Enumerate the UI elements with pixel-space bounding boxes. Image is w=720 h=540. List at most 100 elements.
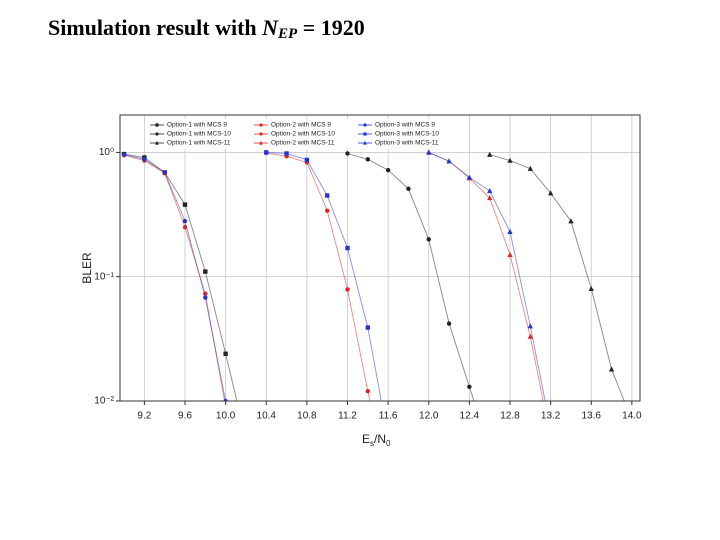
- marker: [548, 436, 553, 441]
- series-line: [489, 154, 625, 401]
- title-part: = 1920: [297, 15, 365, 40]
- marker: [259, 140, 263, 145]
- marker: [363, 132, 367, 136]
- marker: [121, 152, 127, 157]
- legend: Option-1 with MCS 9 Option-2 with MCS 9 Op…: [148, 119, 463, 149]
- legend-label: Option-2 with MCS-11: [271, 140, 335, 147]
- marker: [365, 157, 371, 162]
- marker: [162, 170, 167, 175]
- x-label-part: E: [362, 432, 370, 446]
- title-part: N: [261, 15, 279, 40]
- marker: [365, 388, 371, 394]
- x-tick-label: 14.0: [622, 411, 642, 422]
- marker: [446, 321, 452, 326]
- marker: [155, 140, 159, 145]
- grid: [120, 115, 640, 402]
- marker: [547, 190, 554, 196]
- x-tick-label: 13.6: [582, 411, 602, 422]
- marker: [426, 149, 432, 155]
- marker: [264, 150, 269, 155]
- marker: [223, 398, 228, 401]
- marker: [507, 251, 513, 258]
- marker: [182, 218, 188, 224]
- marker: [487, 195, 493, 201]
- x-label-part: /N: [374, 432, 386, 446]
- marker: [155, 123, 159, 127]
- x-axis-label: Es/N0: [362, 432, 391, 448]
- x-tick-label: 9.6: [178, 411, 192, 422]
- marker: [385, 167, 391, 173]
- marker: [365, 325, 371, 330]
- legend-label: Option-1 with MCS-10: [167, 131, 231, 138]
- marker: [446, 158, 452, 164]
- legend-label: Option-1 with MCS-11: [167, 140, 231, 147]
- marker: [487, 188, 493, 194]
- slide-title: Simulation result with NEP = 1920: [48, 15, 365, 42]
- marker: [284, 151, 289, 156]
- series-line: [123, 154, 227, 401]
- axes: 9.2 9.6 10.0 10.4 10.8 11.2 11.6 12.0 12.4 12.8 13…: [94, 147, 642, 422]
- x-tick-label: 12.8: [500, 411, 520, 422]
- marker: [588, 285, 594, 291]
- marker: [223, 404, 227, 408]
- legend-label: Option-2 with MCS-10: [271, 131, 335, 138]
- legend-box: [148, 119, 463, 149]
- marker: [363, 140, 367, 145]
- marker: [548, 426, 553, 431]
- marker: [467, 384, 472, 390]
- legend-label: Option-3 with MCS 9: [375, 122, 435, 129]
- y-axis-label: BLER: [80, 252, 94, 284]
- marker: [203, 269, 208, 274]
- marker: [324, 193, 330, 198]
- x-tick-label: 10.8: [297, 411, 317, 422]
- marker: [259, 123, 263, 127]
- y-tick-label: 10⁻²: [94, 396, 114, 407]
- x-tick-label: 10.4: [257, 411, 277, 422]
- legend-label: Option-3 with MCS-11: [375, 140, 439, 147]
- marker: [608, 366, 615, 372]
- marker: [259, 132, 263, 136]
- marker: [304, 157, 310, 163]
- marker: [363, 123, 367, 127]
- marker: [182, 202, 188, 207]
- y-tick-label: 10⁰: [99, 147, 114, 158]
- legend-label: Option-3 with MCS-10: [375, 131, 439, 138]
- title-part: Simulation result with: [48, 15, 262, 40]
- x-label-part: 0: [386, 439, 391, 448]
- x-tick-label: 10.0: [216, 411, 236, 422]
- y-tick-label: 10⁻¹: [94, 271, 114, 282]
- marker: [406, 186, 411, 191]
- marker: [466, 174, 473, 180]
- marker: [507, 157, 513, 163]
- marker: [426, 237, 431, 242]
- marker: [507, 228, 513, 234]
- marker: [203, 295, 208, 300]
- x-tick-label: 9.2: [137, 411, 151, 422]
- legend-label: Option-1 with MCS 9: [167, 122, 227, 129]
- x-tick-label: 12.4: [460, 411, 480, 422]
- marker: [527, 323, 533, 329]
- x-label-part: s: [370, 439, 374, 448]
- marker: [527, 165, 533, 171]
- legend-label: Option-2 with MCS 9: [271, 122, 331, 129]
- marker: [142, 157, 147, 162]
- title-part: EP: [277, 26, 298, 42]
- marker: [568, 218, 574, 224]
- marker: [487, 448, 491, 452]
- x-tick-label: 11.2: [338, 411, 357, 422]
- plot-frame: [119, 114, 641, 402]
- marker: [324, 208, 330, 213]
- x-tick-label: 13.2: [541, 411, 561, 422]
- marker: [155, 132, 159, 136]
- marker: [345, 287, 350, 292]
- series-line: [428, 151, 546, 401]
- marker: [386, 486, 390, 490]
- marker: [223, 351, 228, 356]
- marker: [527, 333, 533, 339]
- plot-area: [121, 149, 625, 490]
- marker: [345, 151, 350, 156]
- marker: [487, 151, 493, 157]
- marker: [345, 245, 350, 251]
